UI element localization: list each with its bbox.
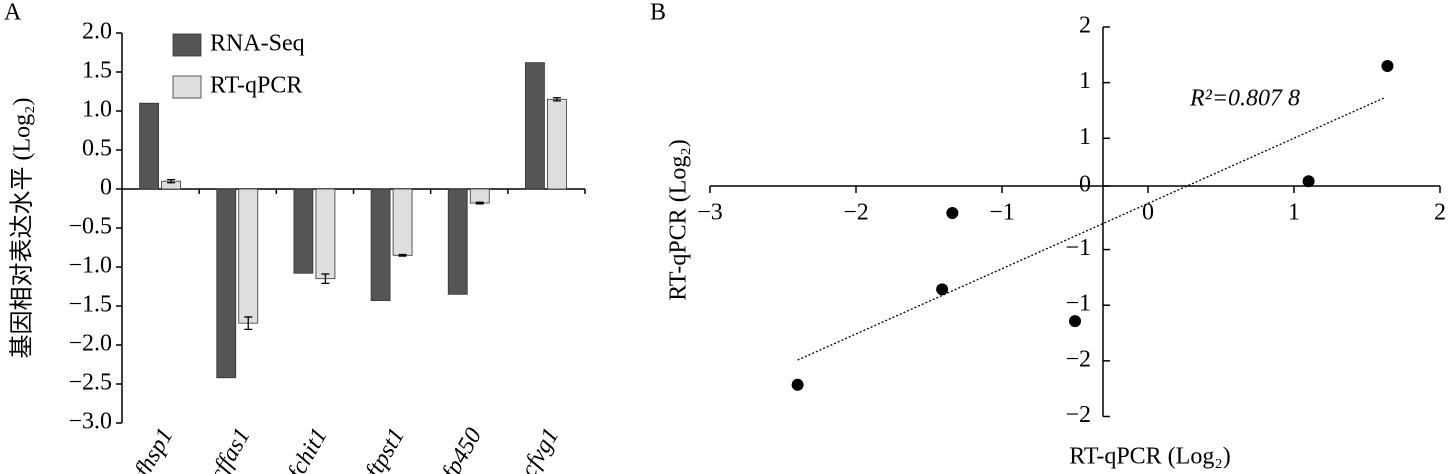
y-tick-label: −2.0 <box>68 331 112 357</box>
bar <box>525 62 545 190</box>
x-tick-label: 2 <box>1434 199 1446 225</box>
y-tick-label: −0.5 <box>68 214 112 240</box>
y-tick-label: 2.0 <box>82 19 112 45</box>
y-tick-label: 2 <box>1079 13 1091 39</box>
point <box>1302 175 1315 188</box>
legend-label: RNA-Seq <box>210 31 305 57</box>
x-tick-label: cftpst1 <box>356 424 411 474</box>
bar <box>370 188 391 301</box>
panel-label: A <box>4 0 22 26</box>
x-tick-label: cfhsp1 <box>125 424 179 474</box>
y-axis-label: 基因相对表达水平 (Log₂) <box>9 97 36 358</box>
x-tick-label: 0 <box>1142 199 1154 225</box>
y-tick-label: 0.5 <box>82 136 112 162</box>
y-tick-label: 1 <box>1079 68 1091 94</box>
bar <box>447 188 468 295</box>
x-tick-label: cfvg1 <box>516 424 565 474</box>
x-tick-label: cffas1 <box>205 424 256 474</box>
bar <box>216 188 237 379</box>
bar <box>469 188 490 204</box>
panel-label: B <box>650 0 666 26</box>
y-tick-label: −2.5 <box>68 370 112 396</box>
error-bar <box>475 201 484 205</box>
error-bar <box>398 253 407 257</box>
error-bar <box>167 178 176 184</box>
y-tick-label: −2 <box>1065 346 1091 372</box>
y-tick-label: 1.5 <box>82 58 112 84</box>
y-tick-label: −1.0 <box>68 253 112 279</box>
error-bar <box>244 316 253 331</box>
x-tick-label: −2 <box>843 199 869 225</box>
point <box>1069 315 1081 328</box>
trendline <box>797 97 1385 361</box>
y-tick-label: −1 <box>1065 291 1091 317</box>
y-tick-label: −2 <box>1065 402 1091 428</box>
x-tick-label: 1 <box>1288 199 1300 225</box>
bar <box>139 102 159 190</box>
bar <box>547 98 567 190</box>
legend-swatch <box>172 75 202 99</box>
bar <box>293 188 314 274</box>
legend-swatch <box>172 33 202 57</box>
annotation: R²=0.807 8 <box>1189 86 1300 112</box>
x-tick-label: −1 <box>989 199 1015 225</box>
bar <box>315 188 336 280</box>
y-tick-label: 0 <box>1079 171 1091 197</box>
y-tick-label: −1 <box>1065 235 1091 261</box>
bar <box>392 188 413 256</box>
point <box>936 283 949 296</box>
y-tick-label: 0 <box>100 175 112 201</box>
error-bar <box>552 97 561 102</box>
point <box>791 378 804 391</box>
x-tick-label: cfchit1 <box>278 424 333 474</box>
y-tick-label: −3.0 <box>68 409 112 435</box>
legend-label: RT-qPCR <box>210 73 302 99</box>
x-tick-label: −3 <box>697 199 723 225</box>
point <box>1381 59 1394 72</box>
x-axis-label: RT-qPCR (Log₂) <box>1069 444 1230 470</box>
y-tick-label: 1 <box>1079 124 1091 150</box>
point <box>946 207 959 220</box>
x-tick-label: cfp450 <box>432 424 487 474</box>
y-tick-label: 1.0 <box>82 97 112 123</box>
error-bar <box>321 273 330 285</box>
y-axis-label: RT-qPCR (Log₂) <box>666 139 692 300</box>
y-tick-label: −1.5 <box>68 292 112 318</box>
bar <box>238 188 259 324</box>
